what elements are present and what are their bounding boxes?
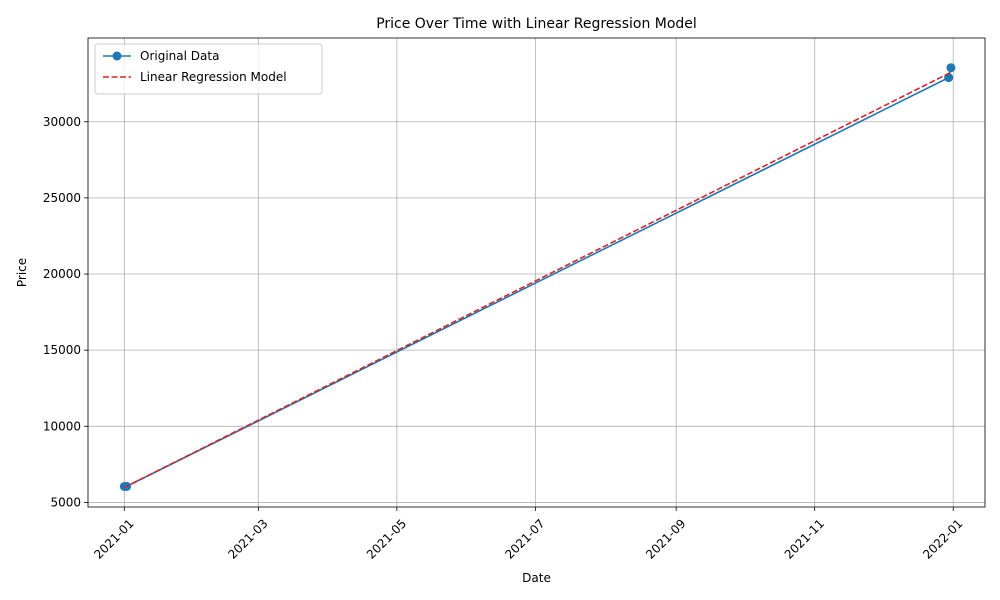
y-tick-label: 25000 <box>43 191 81 205</box>
legend-box <box>94 43 323 95</box>
series-layer <box>119 63 956 491</box>
y-tick-label: 10000 <box>43 419 81 433</box>
y-tick-label: 20000 <box>43 267 81 281</box>
plot-frame <box>87 37 986 508</box>
y-tick-label: 30000 <box>43 115 81 129</box>
y-tick-label: 5000 <box>50 495 81 509</box>
chart-title: Price Over Time with Linear Regression M… <box>376 16 697 32</box>
x-axis-label: Date <box>522 571 551 585</box>
legend-label: Original Data <box>140 49 219 63</box>
legend-swatch-marker <box>112 51 122 61</box>
y-axis-label: Price <box>15 258 29 287</box>
regression-line <box>123 71 952 489</box>
data-point <box>946 63 956 73</box>
legend: Original Data Linear Regression Model <box>94 43 323 95</box>
legend-items: Original Data Linear Regression Model <box>103 49 287 84</box>
grid-layer <box>88 38 985 507</box>
y-tick-label: 15000 <box>43 343 81 357</box>
legend-label: Linear Regression Model <box>140 70 287 84</box>
